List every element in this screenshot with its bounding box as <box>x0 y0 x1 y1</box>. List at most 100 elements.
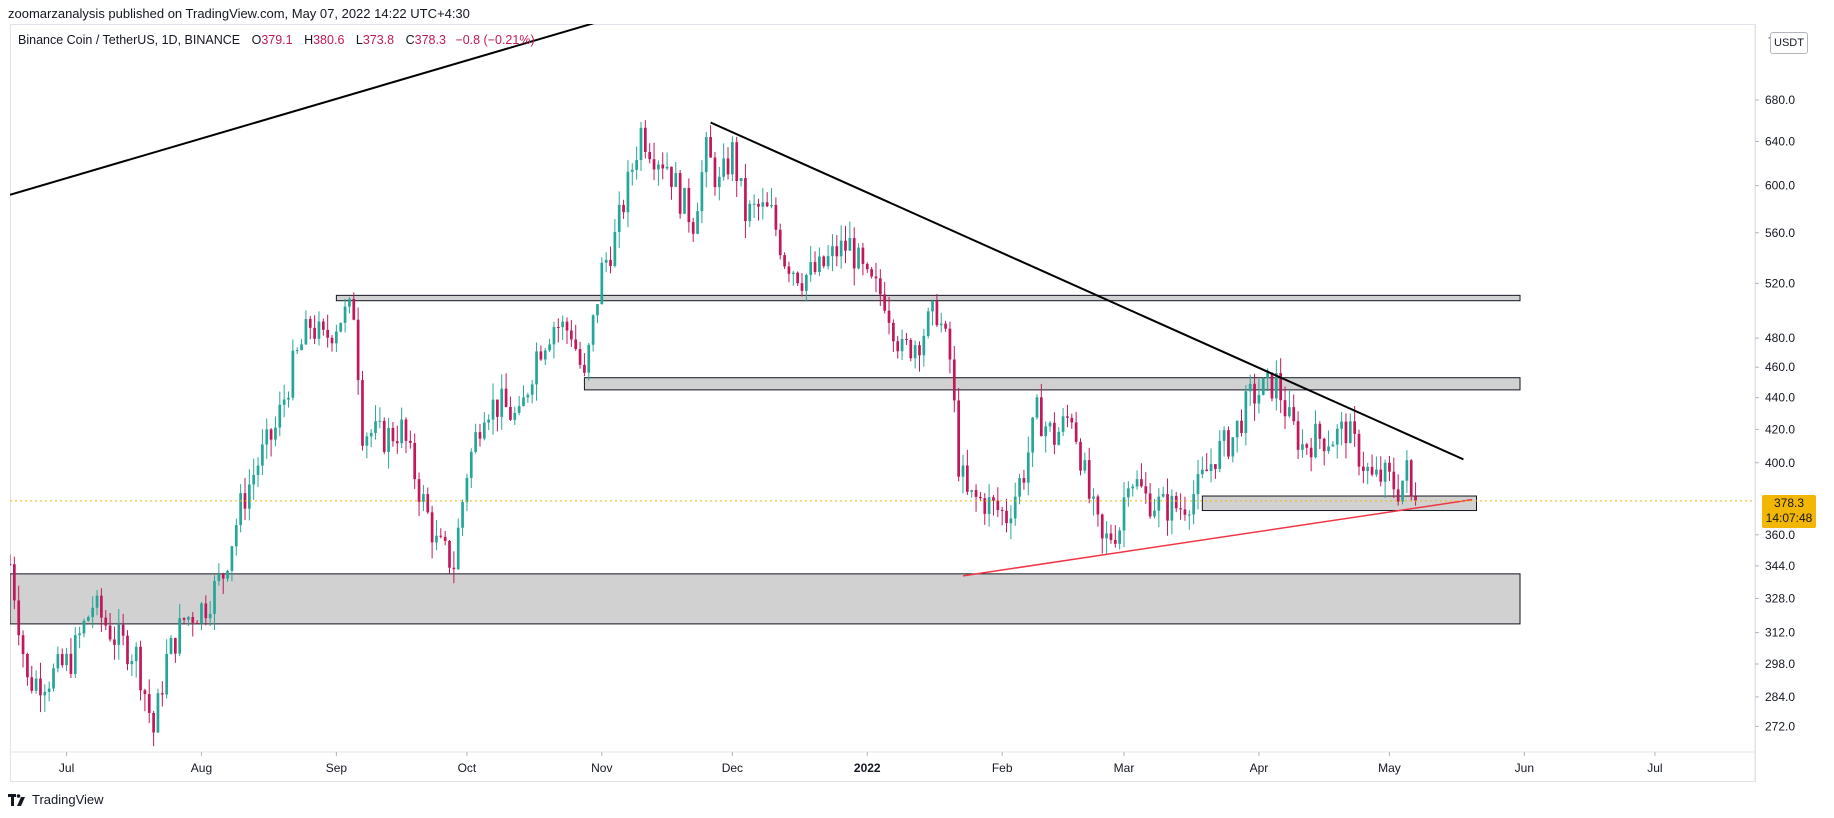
candle-body <box>478 432 482 439</box>
candle-body <box>1270 372 1274 399</box>
candle-body <box>974 490 978 497</box>
candle-body <box>761 202 765 207</box>
candle-body <box>1279 373 1283 401</box>
candle-body <box>1009 518 1013 524</box>
candle-body <box>126 635 129 665</box>
candle-body <box>317 321 321 339</box>
candle-body <box>426 494 430 513</box>
candle-body <box>130 661 134 665</box>
candle-body <box>717 176 721 188</box>
candle-body <box>100 595 103 618</box>
candle-body <box>1005 510 1008 524</box>
candle-body <box>443 536 447 541</box>
candle-body <box>187 616 190 620</box>
candle-body <box>469 451 473 478</box>
y-tick-label: 460.0 <box>1765 360 1795 374</box>
candle-body <box>726 158 730 175</box>
zone-layer <box>10 294 1521 625</box>
candle-body <box>822 256 826 267</box>
candle-body <box>1087 460 1091 499</box>
price-zone-rect <box>1201 495 1477 512</box>
candle-body <box>1157 496 1161 511</box>
candle-body <box>1222 430 1226 441</box>
tradingview-logo-icon[interactable] <box>8 793 26 806</box>
candle-body <box>1301 444 1304 450</box>
candle-body <box>1192 494 1195 515</box>
last-price-tag: 378.3 14:07:48 <box>1762 495 1816 528</box>
candle-body <box>765 202 769 207</box>
candle-body <box>1092 496 1095 499</box>
candle-body <box>43 691 47 696</box>
candle-body <box>626 171 630 213</box>
candle-body <box>221 574 225 579</box>
y-tick-label: 480.0 <box>1765 331 1795 345</box>
candle-body <box>26 653 29 678</box>
candle-body <box>1409 460 1413 497</box>
candle-body <box>213 580 216 614</box>
candle-body <box>261 444 264 466</box>
candle-body <box>104 617 108 626</box>
candle-body <box>1362 466 1365 471</box>
candle-body <box>352 298 356 320</box>
candle-body <box>983 498 987 514</box>
candle-body <box>939 323 943 326</box>
candle-body <box>561 321 565 328</box>
candle-body <box>60 654 64 666</box>
candle-body <box>1122 497 1126 531</box>
candle-body <box>382 420 386 452</box>
symbol-legend: Binance Coin / TetherUS, 1D, BINANCE O37… <box>18 33 535 47</box>
candle-body <box>1331 444 1335 447</box>
candle-body <box>1179 508 1182 510</box>
candle-body <box>1018 478 1021 497</box>
candle-body <box>678 173 682 214</box>
x-axis[interactable]: Jul Aug Sep Oct Nov Dec 2022 Feb Mar Apr May Jun Jul <box>59 752 1663 775</box>
candle-body <box>182 618 186 620</box>
candle-body <box>1327 446 1330 452</box>
candle-body <box>1209 464 1213 472</box>
candle-body <box>113 639 116 645</box>
candle-body <box>1061 416 1065 432</box>
y-axis[interactable]: 272.0 284.0 298.0 312.0 328.0 344.0 360.0 400.0… <box>1755 93 1795 733</box>
candle-body <box>226 570 229 579</box>
candle-body <box>1335 428 1339 445</box>
candle-body <box>65 653 68 666</box>
candle-body <box>1026 452 1030 483</box>
candle-body <box>1183 509 1187 515</box>
candle-body <box>369 432 373 437</box>
candle-body <box>1240 420 1243 433</box>
candles-layer <box>10 120 1417 747</box>
candle-body <box>34 678 38 691</box>
candle-body <box>1187 514 1191 516</box>
candle-body <box>935 301 939 326</box>
candle-body <box>134 646 138 662</box>
candle-body <box>217 574 221 581</box>
close-value: 378.3 <box>414 33 446 47</box>
chart-grid <box>10 24 1756 782</box>
currency-button[interactable]: USDT <box>1770 32 1808 54</box>
y-tick-label: 312.0 <box>1765 626 1795 640</box>
candle-body <box>639 127 643 161</box>
y-tick-label: 400.0 <box>1765 456 1795 470</box>
candle-body <box>1235 420 1239 438</box>
x-tick-label: Mar <box>1114 761 1135 775</box>
candle-body <box>1135 479 1139 487</box>
candle-body <box>1292 407 1296 422</box>
candle-body <box>1388 462 1391 472</box>
candle-body <box>417 479 421 502</box>
footer-brand[interactable]: TradingView <box>32 792 104 807</box>
candle-body <box>674 173 678 187</box>
candle-body <box>896 341 900 352</box>
candle-body <box>361 380 364 446</box>
candle-body <box>1383 462 1387 482</box>
candle-body <box>1153 510 1156 517</box>
candle-body <box>670 166 673 187</box>
candle-body <box>835 246 839 257</box>
candle-body <box>1170 495 1174 521</box>
candle-body <box>587 344 591 373</box>
candle-body <box>243 493 247 509</box>
candle-body <box>1283 400 1287 417</box>
candle-body <box>1314 423 1317 458</box>
candle-body <box>696 211 699 234</box>
published-header: zoomarzanalysis published on TradingView… <box>8 6 470 21</box>
